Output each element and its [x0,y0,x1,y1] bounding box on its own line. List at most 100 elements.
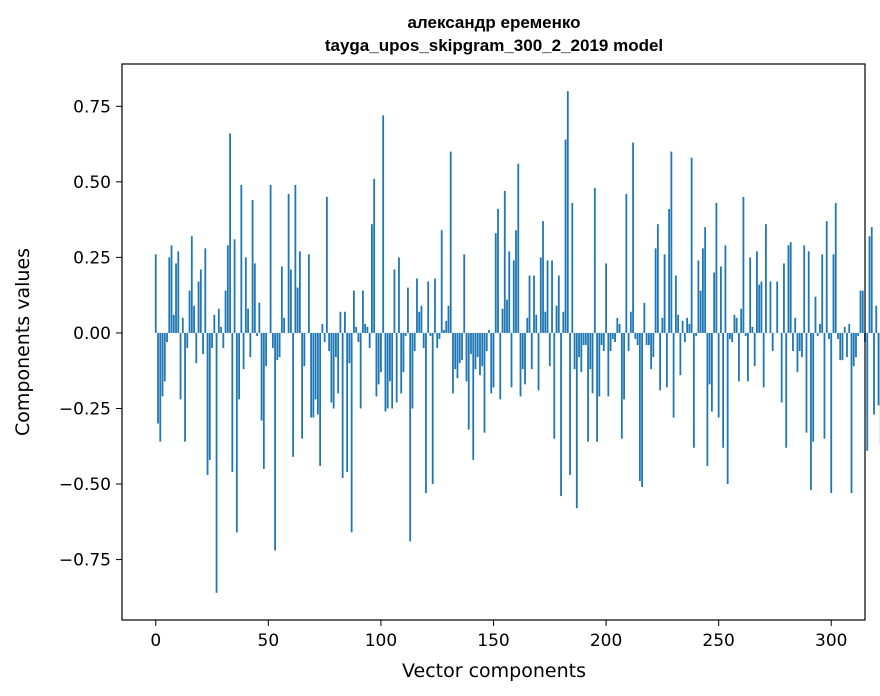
bar [758,284,761,333]
bar [672,332,675,418]
bar [312,332,315,418]
bar [368,332,371,349]
bar [472,332,475,460]
bar [375,332,378,397]
bar [614,332,616,342]
bar [353,290,355,333]
bar [506,299,508,333]
bar [537,332,540,391]
bar [765,224,767,333]
bar [339,311,342,333]
bar [593,187,596,333]
bar [294,184,297,333]
bar [386,332,389,409]
bar [463,254,466,333]
bar [771,332,774,352]
bar [524,332,526,385]
bar [213,314,216,333]
bar [154,254,157,333]
bar [476,332,479,358]
bar [330,332,333,403]
bar [170,245,173,333]
bars-group [154,91,880,593]
bar [247,308,249,333]
bar [269,184,272,333]
y-ticks-group: −0.75 −0.50 −0.25 0.00 0.25 0.50 0.75 [59,97,122,571]
bar [636,332,639,346]
bar [434,278,436,333]
bar [190,236,193,333]
bar [870,227,873,333]
bar [695,332,698,336]
bar [530,332,533,370]
bar [485,332,488,352]
y-tick-label: 0.25 [73,248,111,268]
bar [179,332,182,400]
bar [688,323,691,333]
bar [607,332,610,397]
bar [866,332,869,451]
bar [692,332,695,448]
bar [222,332,225,349]
bar [650,332,653,370]
bar [334,332,337,358]
bar [641,332,643,488]
bar [384,332,387,412]
bar [303,332,306,367]
bar [598,332,601,397]
bar [431,332,434,485]
bar [271,332,274,349]
bar [377,332,380,385]
bar [587,332,589,442]
x-axis-label: Vector components [402,660,586,682]
bar [544,311,547,333]
bar [488,329,490,333]
y-tick-label: −0.25 [59,399,111,419]
bar [181,317,184,333]
bar [501,308,504,333]
bar [350,332,353,533]
bar [548,332,551,367]
bar [787,245,790,333]
y-tick-label: 0.75 [73,97,111,117]
bar [668,209,671,333]
bar [508,251,511,333]
bar [494,233,497,333]
bar [422,332,425,349]
bar [665,332,668,388]
bar [454,332,457,370]
bar [839,332,842,361]
bar [632,142,634,333]
bar [555,305,558,333]
bar [404,332,407,336]
bar [620,332,623,439]
bar [373,178,376,333]
bar [742,196,745,333]
x-tick-label: 50 [258,631,280,651]
bar [456,332,459,379]
bar [753,332,756,367]
bar [238,332,240,400]
bar [425,332,427,494]
bar [638,332,641,481]
bar [859,290,862,333]
bar [497,209,499,333]
bar [260,332,263,421]
bar [195,332,198,364]
bar [503,190,506,333]
bar [163,332,166,382]
bar [287,193,290,333]
x-ticks-group: 0 50 100 150 200 250 300 [150,620,847,651]
bar [659,332,662,391]
bar [325,196,328,333]
bar [580,332,583,373]
bar [479,332,481,376]
bar [184,332,186,442]
bar [438,332,441,339]
bar [557,275,560,333]
bar [226,245,229,333]
bar [807,251,810,333]
bar [683,332,686,342]
bar [634,332,637,339]
